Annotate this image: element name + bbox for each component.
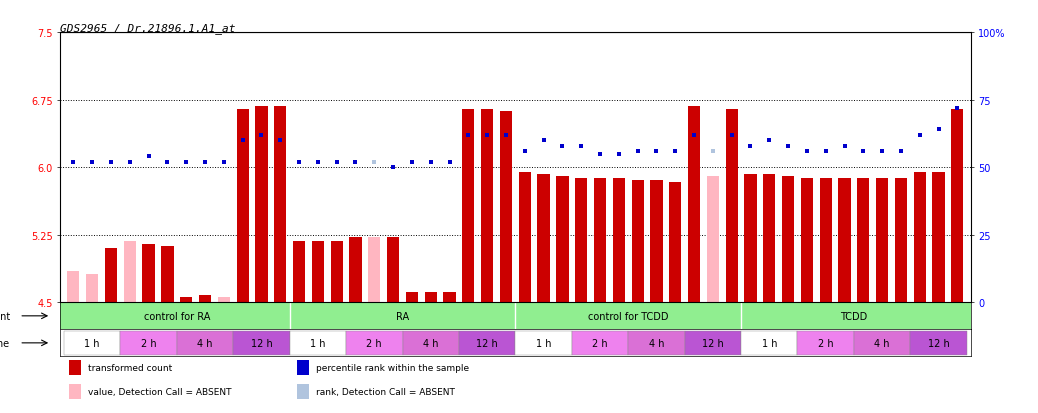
Text: 4 h: 4 h [649,338,664,348]
Text: 1 h: 1 h [762,338,777,348]
Bar [516,331,572,355]
Bar [857,178,870,303]
Bar [951,109,963,303]
Bar [913,172,926,303]
Text: 2 h: 2 h [141,338,157,348]
Bar [218,297,230,303]
Bar [628,331,685,355]
Text: 12 h: 12 h [476,338,498,348]
Bar [854,331,910,355]
Bar [575,178,588,303]
Bar [67,271,80,303]
Bar [500,112,512,303]
Bar [70,384,81,399]
Bar [519,172,530,303]
Text: 4 h: 4 h [422,338,438,348]
Text: time: time [0,338,10,348]
Bar [782,177,794,303]
Bar [910,331,966,355]
Bar [70,360,81,375]
Text: 12 h: 12 h [250,338,272,348]
Text: transformed count: transformed count [88,363,172,372]
Bar [820,178,831,303]
Bar [237,109,249,303]
Bar [234,331,290,355]
Text: control for TCDD: control for TCDD [588,311,668,321]
Text: TCDD: TCDD [841,311,868,321]
Bar [631,180,644,303]
Text: 4 h: 4 h [197,338,213,348]
Text: 2 h: 2 h [366,338,382,348]
Bar [707,177,719,303]
Bar [462,109,474,303]
Bar [176,331,234,355]
Bar [741,331,797,355]
Bar [124,242,136,303]
Bar [368,238,380,303]
Bar [350,238,361,303]
Bar [726,109,738,303]
Bar [290,331,346,355]
Bar [594,178,606,303]
Bar [86,274,99,303]
Bar [459,331,515,355]
Bar [685,331,741,355]
Bar [105,249,117,303]
Bar [876,178,889,303]
Bar [670,182,681,303]
Text: control for RA: control for RA [143,311,210,321]
Text: 12 h: 12 h [702,338,723,348]
Bar [274,107,286,303]
Bar [932,172,945,303]
Bar [688,107,701,303]
Bar [556,177,569,303]
Bar [403,331,459,355]
Bar [572,331,628,355]
Bar [744,175,757,303]
Bar [800,178,813,303]
Bar [387,238,400,303]
Bar [293,242,305,303]
Text: agent: agent [0,311,10,321]
Text: 12 h: 12 h [928,338,950,348]
Text: 2 h: 2 h [593,338,608,348]
Bar [895,178,907,303]
Bar [839,178,850,303]
Text: 1 h: 1 h [536,338,551,348]
Bar [612,178,625,303]
Bar [797,331,854,355]
Bar [64,331,120,355]
Bar [330,242,343,303]
Bar [297,384,308,399]
Bar [142,244,155,303]
Bar [120,331,176,355]
Bar [651,180,662,303]
Text: 1 h: 1 h [84,338,100,348]
Bar [297,360,308,375]
Bar [406,292,418,303]
Text: 2 h: 2 h [818,338,834,348]
Bar [255,107,268,303]
Text: percentile rank within the sample: percentile rank within the sample [316,363,469,372]
Text: rank, Detection Call = ABSENT: rank, Detection Call = ABSENT [316,387,455,396]
Bar [199,295,211,303]
Bar [181,297,192,303]
Bar [161,247,173,303]
Bar [346,331,403,355]
Text: 4 h: 4 h [874,338,890,348]
Bar [763,175,775,303]
Bar [311,242,324,303]
Text: GDS2965 / Dr.21896.1.A1_at: GDS2965 / Dr.21896.1.A1_at [60,23,236,33]
Text: RA: RA [395,311,409,321]
Text: 1 h: 1 h [310,338,326,348]
Bar [481,109,493,303]
Text: value, Detection Call = ABSENT: value, Detection Call = ABSENT [88,387,231,396]
Bar [538,175,550,303]
Bar [443,292,456,303]
Bar [425,292,437,303]
